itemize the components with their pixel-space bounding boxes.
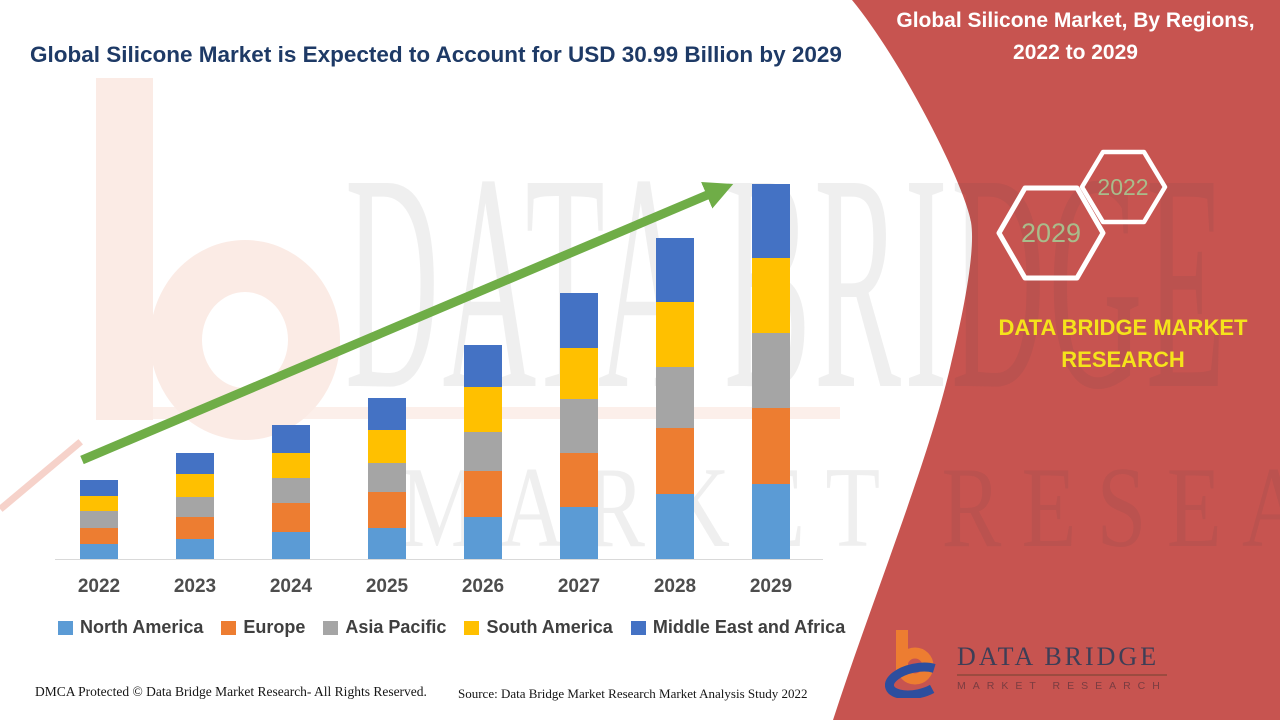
bar-segment [368,528,406,559]
bar-segment [368,463,406,492]
bar-segment [752,258,790,333]
bar-segment [464,345,502,387]
legend-swatch [58,620,73,635]
x-axis-line [55,559,823,560]
bar-2026 [464,345,502,559]
bar-segment [368,430,406,463]
bar-segment [464,471,502,517]
footer-dmca-text: DMCA Protected © Data Bridge Market Rese… [35,684,427,699]
logo-b-watermark-stem [96,78,153,420]
bar-segment [176,517,214,539]
legend-label: Middle East and Africa [652,617,846,637]
bar-segment [752,184,790,258]
bar-2024 [272,425,310,559]
bar-segment [752,333,790,408]
bar-segment [464,387,502,432]
x-axis-label: 2028 [653,576,697,597]
legend-swatch [630,620,646,635]
bar-segment [560,507,598,559]
legend-label: South America [486,617,613,637]
bar-segment [176,453,214,474]
bar-segment [560,348,598,399]
bar-2025 [368,398,406,559]
bar-segment [656,494,694,559]
bar-segment [656,428,694,494]
bar-segment [176,539,214,559]
bar-segment [752,484,790,559]
bar-2029 [752,184,790,559]
x-axis-label: 2029 [749,576,793,597]
legend-item: North America [58,617,203,638]
legend-swatch [221,620,237,635]
bar-segment [272,453,310,478]
bar-segment [80,480,118,496]
x-axis-label: 2024 [269,576,313,597]
legend-label: North America [80,617,204,637]
bar-segment [80,511,118,528]
footer-source-text: Source: Data Bridge Market Research Mark… [458,686,808,701]
chart-legend: North America Europe Asia Pacific South Ame… [58,617,845,638]
bar-segment [272,503,310,532]
bar-segment [368,492,406,528]
bar-2027 [560,293,598,559]
bar-segment [656,238,694,302]
x-axis-label: 2022 [77,576,121,597]
legend-swatch [323,620,339,635]
x-axis-label: 2026 [461,576,505,597]
bar-segment [464,432,502,471]
red-side-panel-shape [833,0,1280,720]
bar-segment [368,398,406,430]
bar-segment [560,453,598,507]
bar-2023 [176,453,214,559]
bar-segment [656,367,694,428]
bar-segment [272,478,310,503]
bar-2022 [80,480,118,559]
bar-segment [176,474,214,497]
legend-swatch [464,620,480,635]
x-axis-label: 2023 [173,576,217,597]
bar-segment [272,532,310,559]
legend-label: Europe [243,617,306,637]
bar-segment [464,517,502,559]
trend-arrow-line [80,181,734,465]
legend-label: Asia Pacific [345,617,447,637]
legend-item: Middle East and Africa [630,617,846,638]
bar-segment [80,544,118,559]
bar-segment [560,293,598,348]
x-axis-label: 2027 [557,576,601,597]
chart-title: Global Silicone Market is Expected to Ac… [30,42,842,67]
legend-item: Europe [221,617,305,638]
x-axis-label: 2025 [365,576,409,597]
legend-item: Asia Pacific [323,617,446,638]
bar-segment [80,496,118,511]
legend-item: South America [464,617,613,638]
bar-segment [656,302,694,367]
bar-2028 [656,238,694,559]
bar-segment [560,399,598,453]
bar-segment [272,425,310,453]
bar-segment [752,408,790,484]
bar-segment [80,528,118,544]
bar-segment [176,497,214,517]
